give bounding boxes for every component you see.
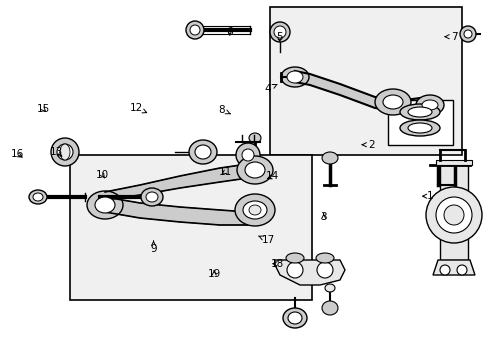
Ellipse shape [243,201,266,219]
Text: 7: 7 [444,32,457,42]
Ellipse shape [273,26,285,38]
Bar [387,100,452,145]
Ellipse shape [286,71,303,83]
Ellipse shape [399,104,439,120]
Polygon shape [105,197,247,225]
Text: 14: 14 [265,171,279,181]
Ellipse shape [281,67,308,87]
Text: 18: 18 [270,259,284,269]
Ellipse shape [321,152,337,164]
Ellipse shape [248,133,261,143]
Ellipse shape [33,193,43,201]
Circle shape [443,205,463,225]
Text: 6: 6 [226,27,233,37]
Polygon shape [439,165,467,260]
Bar [70,155,311,300]
Ellipse shape [315,253,333,263]
Text: 12: 12 [129,103,146,113]
Ellipse shape [285,253,304,263]
Polygon shape [105,164,247,200]
Ellipse shape [189,140,217,164]
Ellipse shape [95,197,115,213]
Circle shape [456,265,466,275]
Circle shape [242,149,253,161]
Ellipse shape [407,107,431,117]
Text: 19: 19 [207,269,221,279]
Text: 2: 2 [362,140,374,150]
Ellipse shape [237,156,272,184]
Text: 11: 11 [218,167,231,177]
Polygon shape [294,71,419,112]
Circle shape [57,144,73,160]
Text: 10: 10 [96,170,109,180]
Ellipse shape [269,22,289,42]
Ellipse shape [185,21,203,39]
Ellipse shape [374,89,410,115]
Ellipse shape [407,123,431,133]
Ellipse shape [421,100,437,110]
Polygon shape [274,260,345,285]
Ellipse shape [195,145,210,159]
Circle shape [286,262,303,278]
Ellipse shape [459,26,475,42]
Ellipse shape [141,188,163,206]
Ellipse shape [235,194,274,226]
Ellipse shape [321,301,337,315]
Polygon shape [435,160,471,165]
Text: 5: 5 [276,32,283,42]
Ellipse shape [325,284,334,292]
Ellipse shape [146,192,158,202]
Ellipse shape [399,120,439,136]
Bar [269,7,461,155]
Ellipse shape [244,162,264,178]
Circle shape [316,262,332,278]
Text: 1: 1 [422,191,433,201]
Circle shape [425,187,481,243]
Ellipse shape [287,312,302,324]
Ellipse shape [29,190,47,204]
Ellipse shape [463,30,471,38]
Ellipse shape [283,308,306,328]
Polygon shape [432,260,474,275]
Text: 15: 15 [36,104,50,114]
Ellipse shape [382,95,402,109]
Ellipse shape [415,95,443,115]
Ellipse shape [248,205,261,215]
Circle shape [435,197,471,233]
Ellipse shape [87,191,123,219]
Ellipse shape [190,25,200,35]
Circle shape [51,138,79,166]
Text: 3: 3 [320,212,326,222]
Circle shape [236,143,260,167]
Text: 9: 9 [150,241,157,254]
Circle shape [439,265,449,275]
Text: 16: 16 [10,149,24,159]
Text: 8: 8 [218,105,230,115]
Text: 17: 17 [258,235,274,245]
Ellipse shape [60,144,70,160]
Text: 4: 4 [264,84,276,94]
Text: 13: 13 [49,147,63,157]
